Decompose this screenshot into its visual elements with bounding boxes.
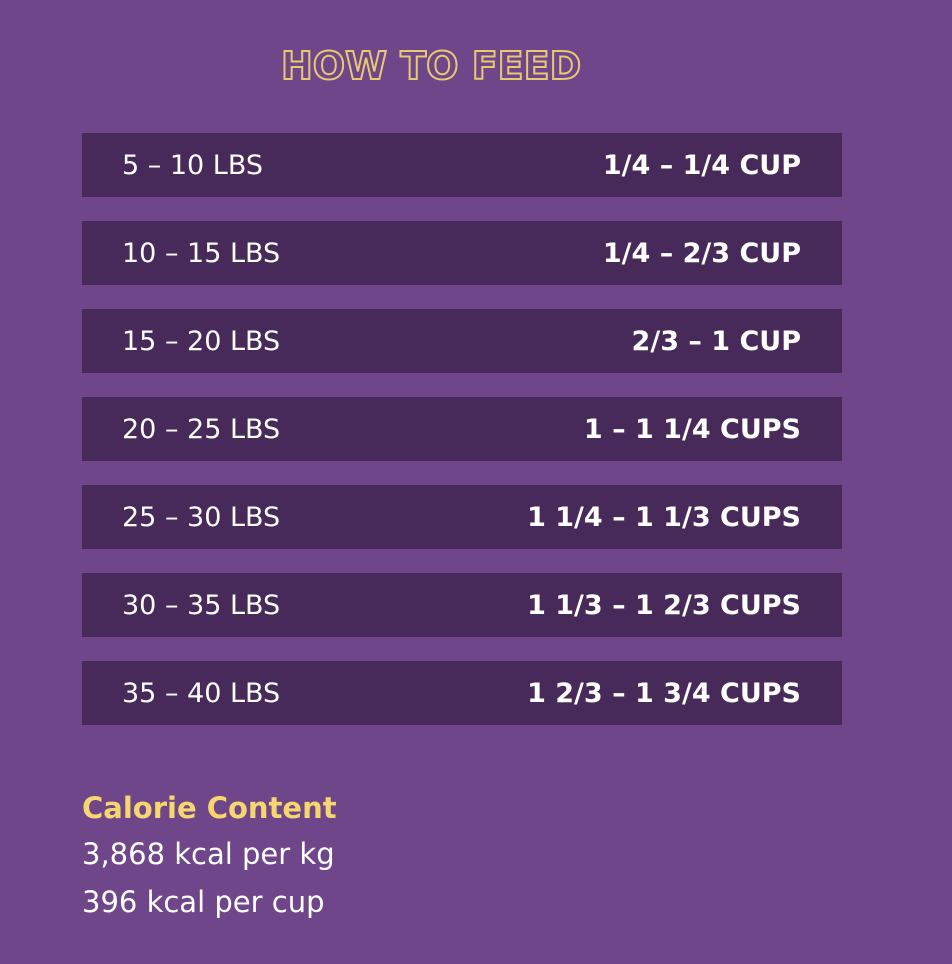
feeding-table: 5 – 10 LBS 1/4 – 1/4 CUP 10 – 15 LBS 1/4… [82, 133, 842, 725]
calorie-heading: Calorie Content [82, 791, 337, 825]
weight-range: 15 – 20 LBS [122, 325, 281, 357]
feed-amount: 1 – 1 1/4 CUPS [583, 413, 801, 445]
feeding-row: 25 – 30 LBS 1 1/4 – 1 1/3 CUPS [82, 485, 842, 549]
feeding-row: 30 – 35 LBS 1 1/3 – 1 2/3 CUPS [82, 573, 842, 637]
feed-amount: 1 1/3 – 1 2/3 CUPS [527, 589, 801, 621]
feeding-row: 20 – 25 LBS 1 – 1 1/4 CUPS [82, 397, 842, 461]
feeding-row: 35 – 40 LBS 1 2/3 – 1 3/4 CUPS [82, 661, 842, 725]
feeding-row: 5 – 10 LBS 1/4 – 1/4 CUP [82, 133, 842, 197]
feed-amount: 1/4 – 2/3 CUP [602, 237, 801, 269]
feeding-row: 15 – 20 LBS 2/3 – 1 CUP [82, 309, 842, 373]
weight-range: 35 – 40 LBS [122, 677, 281, 709]
weight-range: 10 – 15 LBS [122, 237, 281, 269]
weight-range: 20 – 25 LBS [122, 413, 281, 445]
feed-amount: 1 2/3 – 1 3/4 CUPS [527, 677, 801, 709]
feeding-row: 10 – 15 LBS 1/4 – 2/3 CUP [82, 221, 842, 285]
feed-amount: 1 1/4 – 1 1/3 CUPS [527, 501, 801, 533]
feed-amount: 1/4 – 1/4 CUP [602, 149, 801, 181]
calorie-content-section: Calorie Content 3,868 kcal per kg 396 kc… [82, 786, 582, 926]
weight-range: 25 – 30 LBS [122, 501, 281, 533]
calorie-per-cup: 396 kcal per cup [82, 885, 325, 919]
weight-range: 30 – 35 LBS [122, 589, 281, 621]
page-title: HOW TO FEED [280, 43, 582, 89]
calorie-per-kg: 3,868 kcal per kg [82, 837, 335, 871]
weight-range: 5 – 10 LBS [122, 149, 264, 181]
feed-amount: 2/3 – 1 CUP [631, 325, 801, 357]
